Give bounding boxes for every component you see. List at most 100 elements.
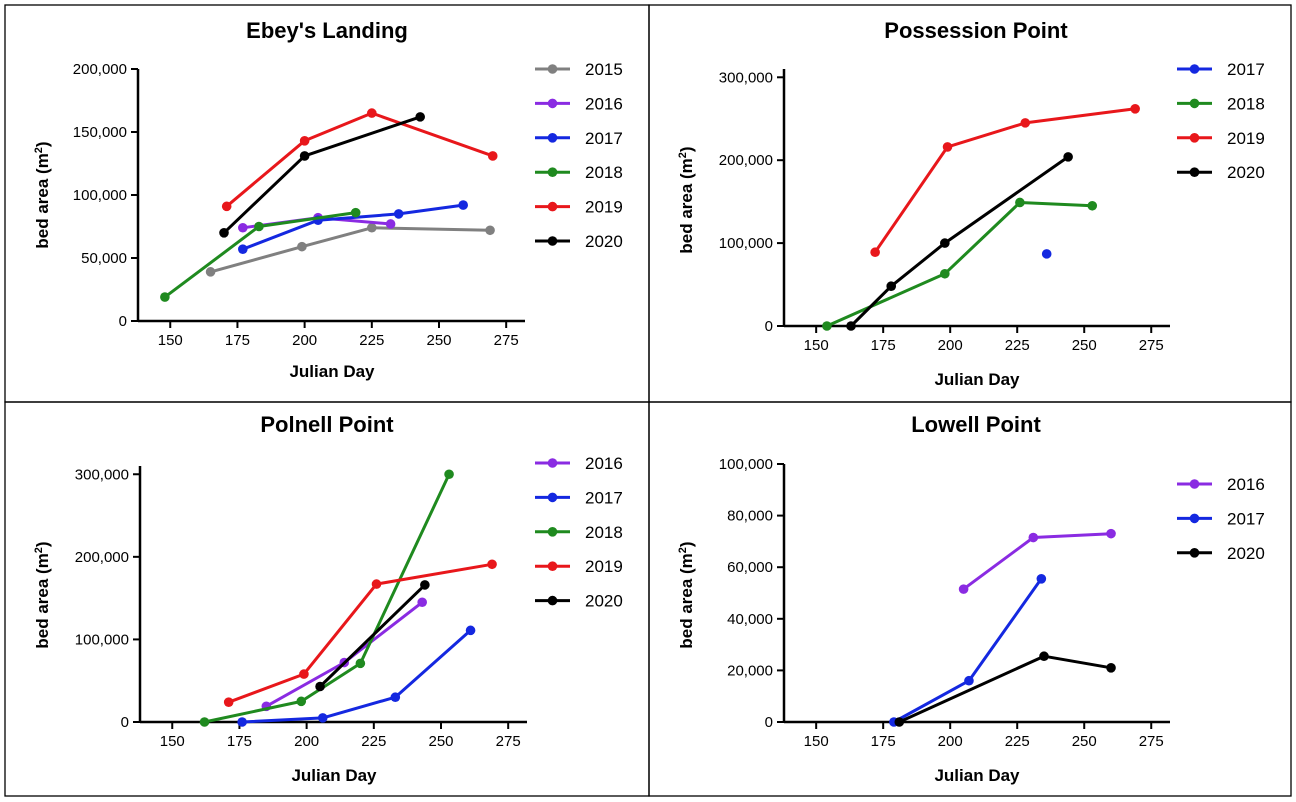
data-point-2016 xyxy=(958,584,969,594)
data-point-2019 xyxy=(299,669,309,679)
series-line-2017 xyxy=(242,203,464,251)
series-2018 xyxy=(199,469,454,727)
legend-entry-2016: 2016 xyxy=(1177,475,1265,494)
legend-entry-2019: 2019 xyxy=(1177,129,1265,148)
y-tick-label: 0 xyxy=(119,313,127,330)
series-2019 xyxy=(223,559,497,707)
y-tick-label: 20,000 xyxy=(727,662,773,679)
x-tick-label: 225 xyxy=(359,332,384,349)
x-axis-label: Julian Day xyxy=(934,370,1020,389)
data-point-2016 xyxy=(1106,528,1116,539)
x-tick-label: 150 xyxy=(804,337,829,354)
legend-marker xyxy=(1189,98,1200,109)
y-tick-label: 300,000 xyxy=(719,69,773,86)
series-2020 xyxy=(219,112,425,238)
data-point-2019 xyxy=(942,142,953,152)
y-axis-label-superscript: 2 xyxy=(677,152,689,158)
data-point-2016 xyxy=(417,597,427,608)
series-line-2016 xyxy=(265,601,424,708)
data-point-2019 xyxy=(299,136,310,146)
y-axis-label-superscript: 2 xyxy=(677,547,689,553)
data-point-2020 xyxy=(420,580,430,590)
y-tick-label: 0 xyxy=(121,714,129,731)
x-axis-label: Julian Day xyxy=(291,766,377,785)
legend-entry-2020: 2020 xyxy=(1177,163,1265,182)
y-axis-label-close: ) xyxy=(33,141,52,147)
legend-marker xyxy=(1189,548,1200,558)
data-point-2020 xyxy=(894,717,905,727)
y-tick-label: 200,000 xyxy=(73,61,127,78)
y-axis-label-text: bed area (m xyxy=(33,553,52,648)
legend-marker xyxy=(547,64,558,74)
chart-polnell-point: Polnell Point 150 175 200 225 250 275 0 100,000 2… xyxy=(33,412,623,785)
y-tick-label: 100,000 xyxy=(719,235,773,252)
y-axis-label: bed area (m2) xyxy=(33,141,52,248)
data-point-2019 xyxy=(870,247,880,258)
data-point-2018 xyxy=(296,696,307,707)
legend-marker xyxy=(547,167,558,177)
series-line-2017 xyxy=(242,629,472,724)
data-point-2018 xyxy=(1087,200,1098,211)
legend-marker xyxy=(547,458,558,468)
data-point-2015 xyxy=(205,267,216,277)
data-point-2019 xyxy=(487,151,498,161)
legend-label: 2018 xyxy=(585,163,623,182)
data-point-2017 xyxy=(390,692,401,703)
data-point-2020 xyxy=(219,228,229,238)
y-tick-label: 200,000 xyxy=(75,549,129,566)
y-axis-label: bed area (m2) xyxy=(33,541,52,648)
x-axis-label: Julian Day xyxy=(289,362,375,381)
legend-label: 2018 xyxy=(585,523,623,542)
series-2020 xyxy=(894,651,1116,727)
legend-label: 2017 xyxy=(585,129,623,148)
x-tick-label: 150 xyxy=(158,332,183,349)
data-point-2018 xyxy=(160,292,170,302)
x-tick-label: 175 xyxy=(225,332,250,349)
legend-marker xyxy=(1189,513,1200,524)
legend-marker xyxy=(547,133,558,143)
legend-entry-2018: 2018 xyxy=(535,523,623,542)
data-point-2017 xyxy=(393,209,404,219)
data-point-2017 xyxy=(458,200,468,210)
y-tick-label: 100,000 xyxy=(73,187,127,204)
series-2016 xyxy=(261,597,427,712)
series-2017 xyxy=(237,625,476,727)
x-tick-label: 200 xyxy=(938,733,963,750)
legend-label: 2017 xyxy=(1227,60,1265,79)
data-point-2018 xyxy=(822,321,832,331)
data-point-2017 xyxy=(237,717,247,727)
legend-entry-2020: 2020 xyxy=(1177,544,1265,563)
chart-title: Lowell Point xyxy=(911,412,1041,437)
data-point-2017 xyxy=(238,244,248,254)
legend-label: 2020 xyxy=(585,232,623,251)
legend-entry-2020: 2020 xyxy=(535,592,623,611)
y-axis-label-text: bed area (m xyxy=(33,153,52,248)
y-axis-label-text: bed area (m xyxy=(677,158,696,253)
data-point-2019 xyxy=(221,201,232,212)
y-tick-label: 200,000 xyxy=(719,152,773,169)
data-point-2016 xyxy=(238,222,248,233)
data-point-2017 xyxy=(1041,249,1052,259)
chart-possession-point: Possession Point 150 175 200 225 250 275 0 100,0… xyxy=(677,18,1265,389)
data-point-2017 xyxy=(1036,574,1047,584)
x-tick-label: 250 xyxy=(1072,337,1097,354)
x-tick-label: 200 xyxy=(294,733,319,750)
data-point-2018 xyxy=(350,207,361,218)
data-point-2018 xyxy=(940,268,950,279)
data-point-2020 xyxy=(299,151,310,161)
panel-frame-lowell-point xyxy=(648,401,1292,797)
x-tick-label: 275 xyxy=(1139,733,1164,750)
series-line-2019 xyxy=(873,107,1136,254)
x-tick-label: 150 xyxy=(804,733,829,750)
data-point-2019 xyxy=(1020,118,1031,128)
legend-marker xyxy=(547,492,558,503)
series-2016 xyxy=(958,528,1116,594)
x-tick-label: 250 xyxy=(1072,733,1097,750)
series-2018 xyxy=(160,207,361,302)
x-tick-label: 275 xyxy=(496,733,521,750)
data-point-2017 xyxy=(964,675,974,686)
y-axis-label-text: bed area (m xyxy=(677,553,696,648)
chart-lowell-point: Lowell Point 150 175 200 225 250 275 0 20,000 40,… xyxy=(677,412,1265,785)
legend-entry-2019: 2019 xyxy=(535,557,623,576)
series-2020 xyxy=(315,580,430,692)
